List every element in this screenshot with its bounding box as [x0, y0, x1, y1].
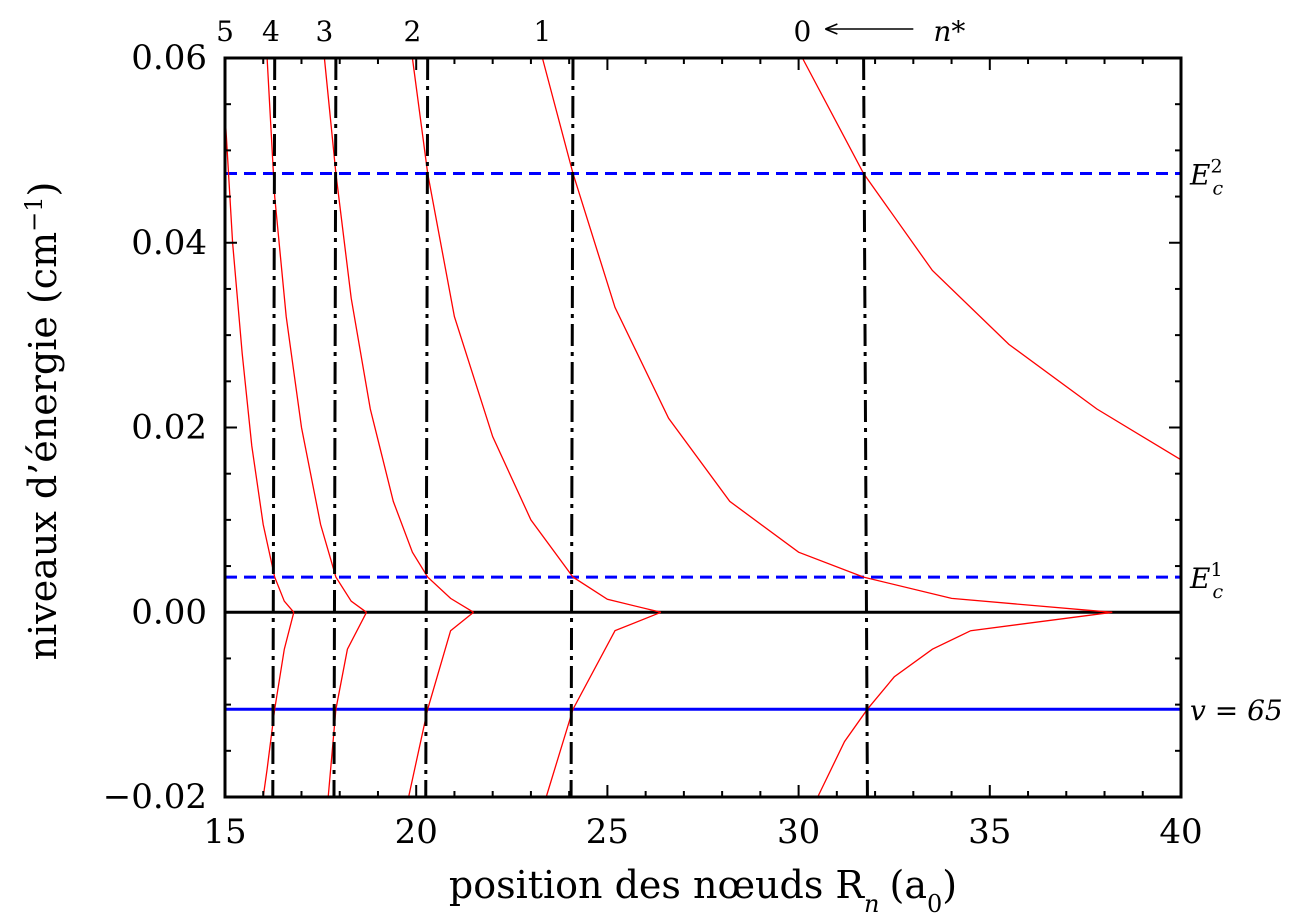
lower-curve-0 — [262, 612, 295, 798]
node-count-labels: 5 4 3 2 1 0 n* — [216, 15, 965, 48]
y-tick-label: −0.02 — [103, 777, 207, 817]
level-label-0: E2 c — [1189, 155, 1224, 199]
upper-curve-2 — [323, 57, 474, 613]
node-count-label: 4 — [262, 15, 280, 48]
plot-marks — [224, 57, 1182, 798]
x-tick-label: 35 — [968, 812, 1011, 852]
upper-curve-1 — [266, 57, 367, 613]
node-count-label: 3 — [316, 15, 334, 48]
upper-curve-0 — [224, 113, 295, 613]
axis-ticks — [224, 57, 1182, 798]
x-tick-label: 15 — [203, 812, 246, 852]
lower-curve-4 — [817, 611, 1113, 798]
y-tick-label: 0.04 — [131, 223, 207, 263]
y-axis-title: niveaux d’énergie (cm−1) — [20, 182, 65, 661]
node-line-3 — [569, 57, 575, 798]
lower-curve-2 — [407, 611, 475, 798]
node-line-4 — [862, 57, 869, 798]
n-star-label: n* — [933, 15, 965, 48]
upper-curve-5 — [801, 57, 1182, 461]
x-tick-label: 25 — [586, 812, 629, 852]
lower-curve-1 — [327, 612, 368, 798]
lower-curve-3 — [545, 611, 662, 798]
y-tick-label: 0.00 — [131, 592, 207, 632]
upper-curve-4 — [541, 57, 1113, 613]
plot-frame — [223, 56, 1183, 799]
node-count-label: 5 — [216, 15, 234, 48]
x-tick-label: 20 — [395, 812, 438, 852]
axis-tick-labels: 15 20 25 30 35 40 −0.02 0.00 0.02 0.04 0.06 — [103, 38, 1203, 852]
n-star-arrow-head — [825, 23, 838, 35]
x-tick-label: 30 — [777, 812, 820, 852]
node-count-label: 0 — [794, 15, 812, 48]
node-line-1 — [332, 57, 338, 798]
x-tick-label: 40 — [1159, 812, 1202, 852]
node-line-2 — [424, 57, 430, 798]
node-count-label: 1 — [533, 15, 551, 48]
upper-curve-3 — [411, 57, 662, 613]
x-axis-title: position des nœuds Rn (a0) — [449, 863, 957, 917]
level-labels: E2 c E1 c v = 65 — [1189, 155, 1283, 727]
level-label-1: E1 c — [1189, 559, 1224, 603]
y-tick-label: 0.02 — [131, 408, 207, 448]
level-label-2: v = 65 — [1190, 694, 1283, 727]
node-line-0 — [271, 57, 277, 798]
y-tick-label: 0.06 — [131, 38, 207, 78]
node-count-label: 2 — [403, 15, 421, 48]
